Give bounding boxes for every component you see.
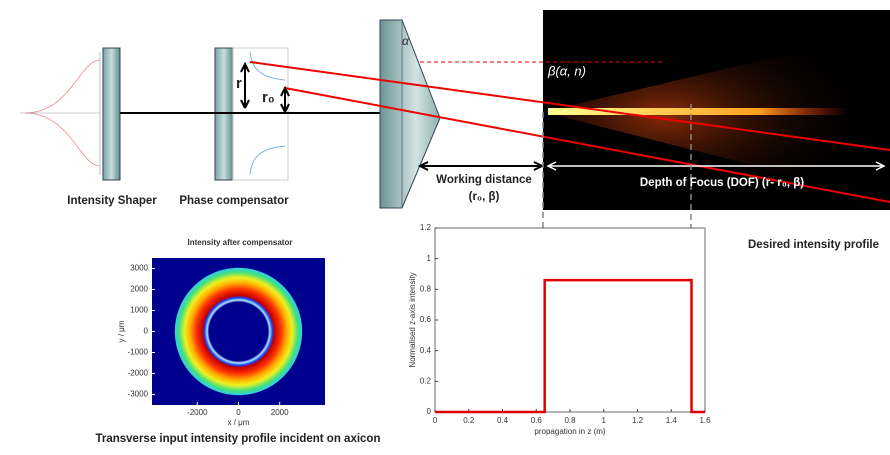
label: r₀ xyxy=(262,89,275,106)
x-tick-label: 0 xyxy=(433,416,438,425)
y-tick-label: 0.8 xyxy=(420,284,432,293)
working-distance-arrow xyxy=(420,162,542,170)
y-tick-label: -1000 xyxy=(128,348,149,357)
x-tick-label: 0.8 xyxy=(564,416,576,425)
x-axis-label: x / μm xyxy=(228,418,250,427)
x-tick-label: 1.4 xyxy=(666,416,678,425)
profile-plot: 0 0.2 0.4 0.6 0.8 1 1.2 1.4 1.6 0 0.2 0.4 0.6 0.8 1 1.2… xyxy=(408,223,711,436)
axicon xyxy=(380,20,440,208)
plot-frame xyxy=(435,228,705,412)
intensity-shaper-plate xyxy=(103,48,120,180)
label: Transverse input intensity profile incid… xyxy=(95,433,380,445)
heatmap: -2000 0 2000 -3000 -2000 -1000 0 1000 2000 3000 x … xyxy=(117,258,325,427)
label: Desired intensity profile xyxy=(748,239,879,251)
y-tick-label: 0.2 xyxy=(420,376,432,385)
x-tick-label: 0.6 xyxy=(531,416,543,425)
y-tick-label: 0 xyxy=(427,407,432,416)
x-tick-label: 1.2 xyxy=(632,416,644,425)
label: β(α, n) xyxy=(547,63,586,78)
label: α xyxy=(402,34,410,48)
y-axis-label: y / μm xyxy=(117,320,126,342)
label: Working distance xyxy=(436,174,532,186)
x-tick-label: 0.2 xyxy=(463,416,475,425)
x-axis-label: propagation in z (m) xyxy=(534,427,605,436)
y-tick-label: 0.4 xyxy=(420,346,432,355)
y-tick-label: 1000 xyxy=(130,306,148,315)
y-tick-label: 3000 xyxy=(130,264,148,273)
x-tick-label: 1.6 xyxy=(699,416,711,425)
x-tick-label: 0.4 xyxy=(497,416,509,425)
y-tick-label: 1 xyxy=(427,254,432,263)
y-tick-label: 0.6 xyxy=(420,315,432,324)
y-tick-label: 2000 xyxy=(130,285,148,294)
y-axis-label: Normalised z-axis intensity xyxy=(408,272,417,367)
y-tick-label: 1.2 xyxy=(420,223,432,232)
x-tick-label: 0 xyxy=(236,408,241,417)
y-tick-label: 0 xyxy=(144,327,149,336)
label: Intensity Shaper xyxy=(67,195,157,207)
label: Phase compensator xyxy=(179,195,289,207)
x-tick-label: -2000 xyxy=(187,408,208,417)
x-tick-label: 2000 xyxy=(271,408,289,417)
label: (r₀, β) xyxy=(469,191,500,203)
y-tick-label: -2000 xyxy=(128,369,149,378)
label: Depth of Focus (DOF) (r- r₀, β) xyxy=(640,177,804,189)
label: r xyxy=(236,75,242,92)
heatmap-title: Intensity after compensator xyxy=(188,238,293,247)
figure: Intensity Shaper Phase compensator r r₀ … xyxy=(0,0,890,450)
intensity-ring xyxy=(175,268,303,396)
y-tick-label: -3000 xyxy=(128,390,149,399)
x-tick-label: 1 xyxy=(602,416,607,425)
